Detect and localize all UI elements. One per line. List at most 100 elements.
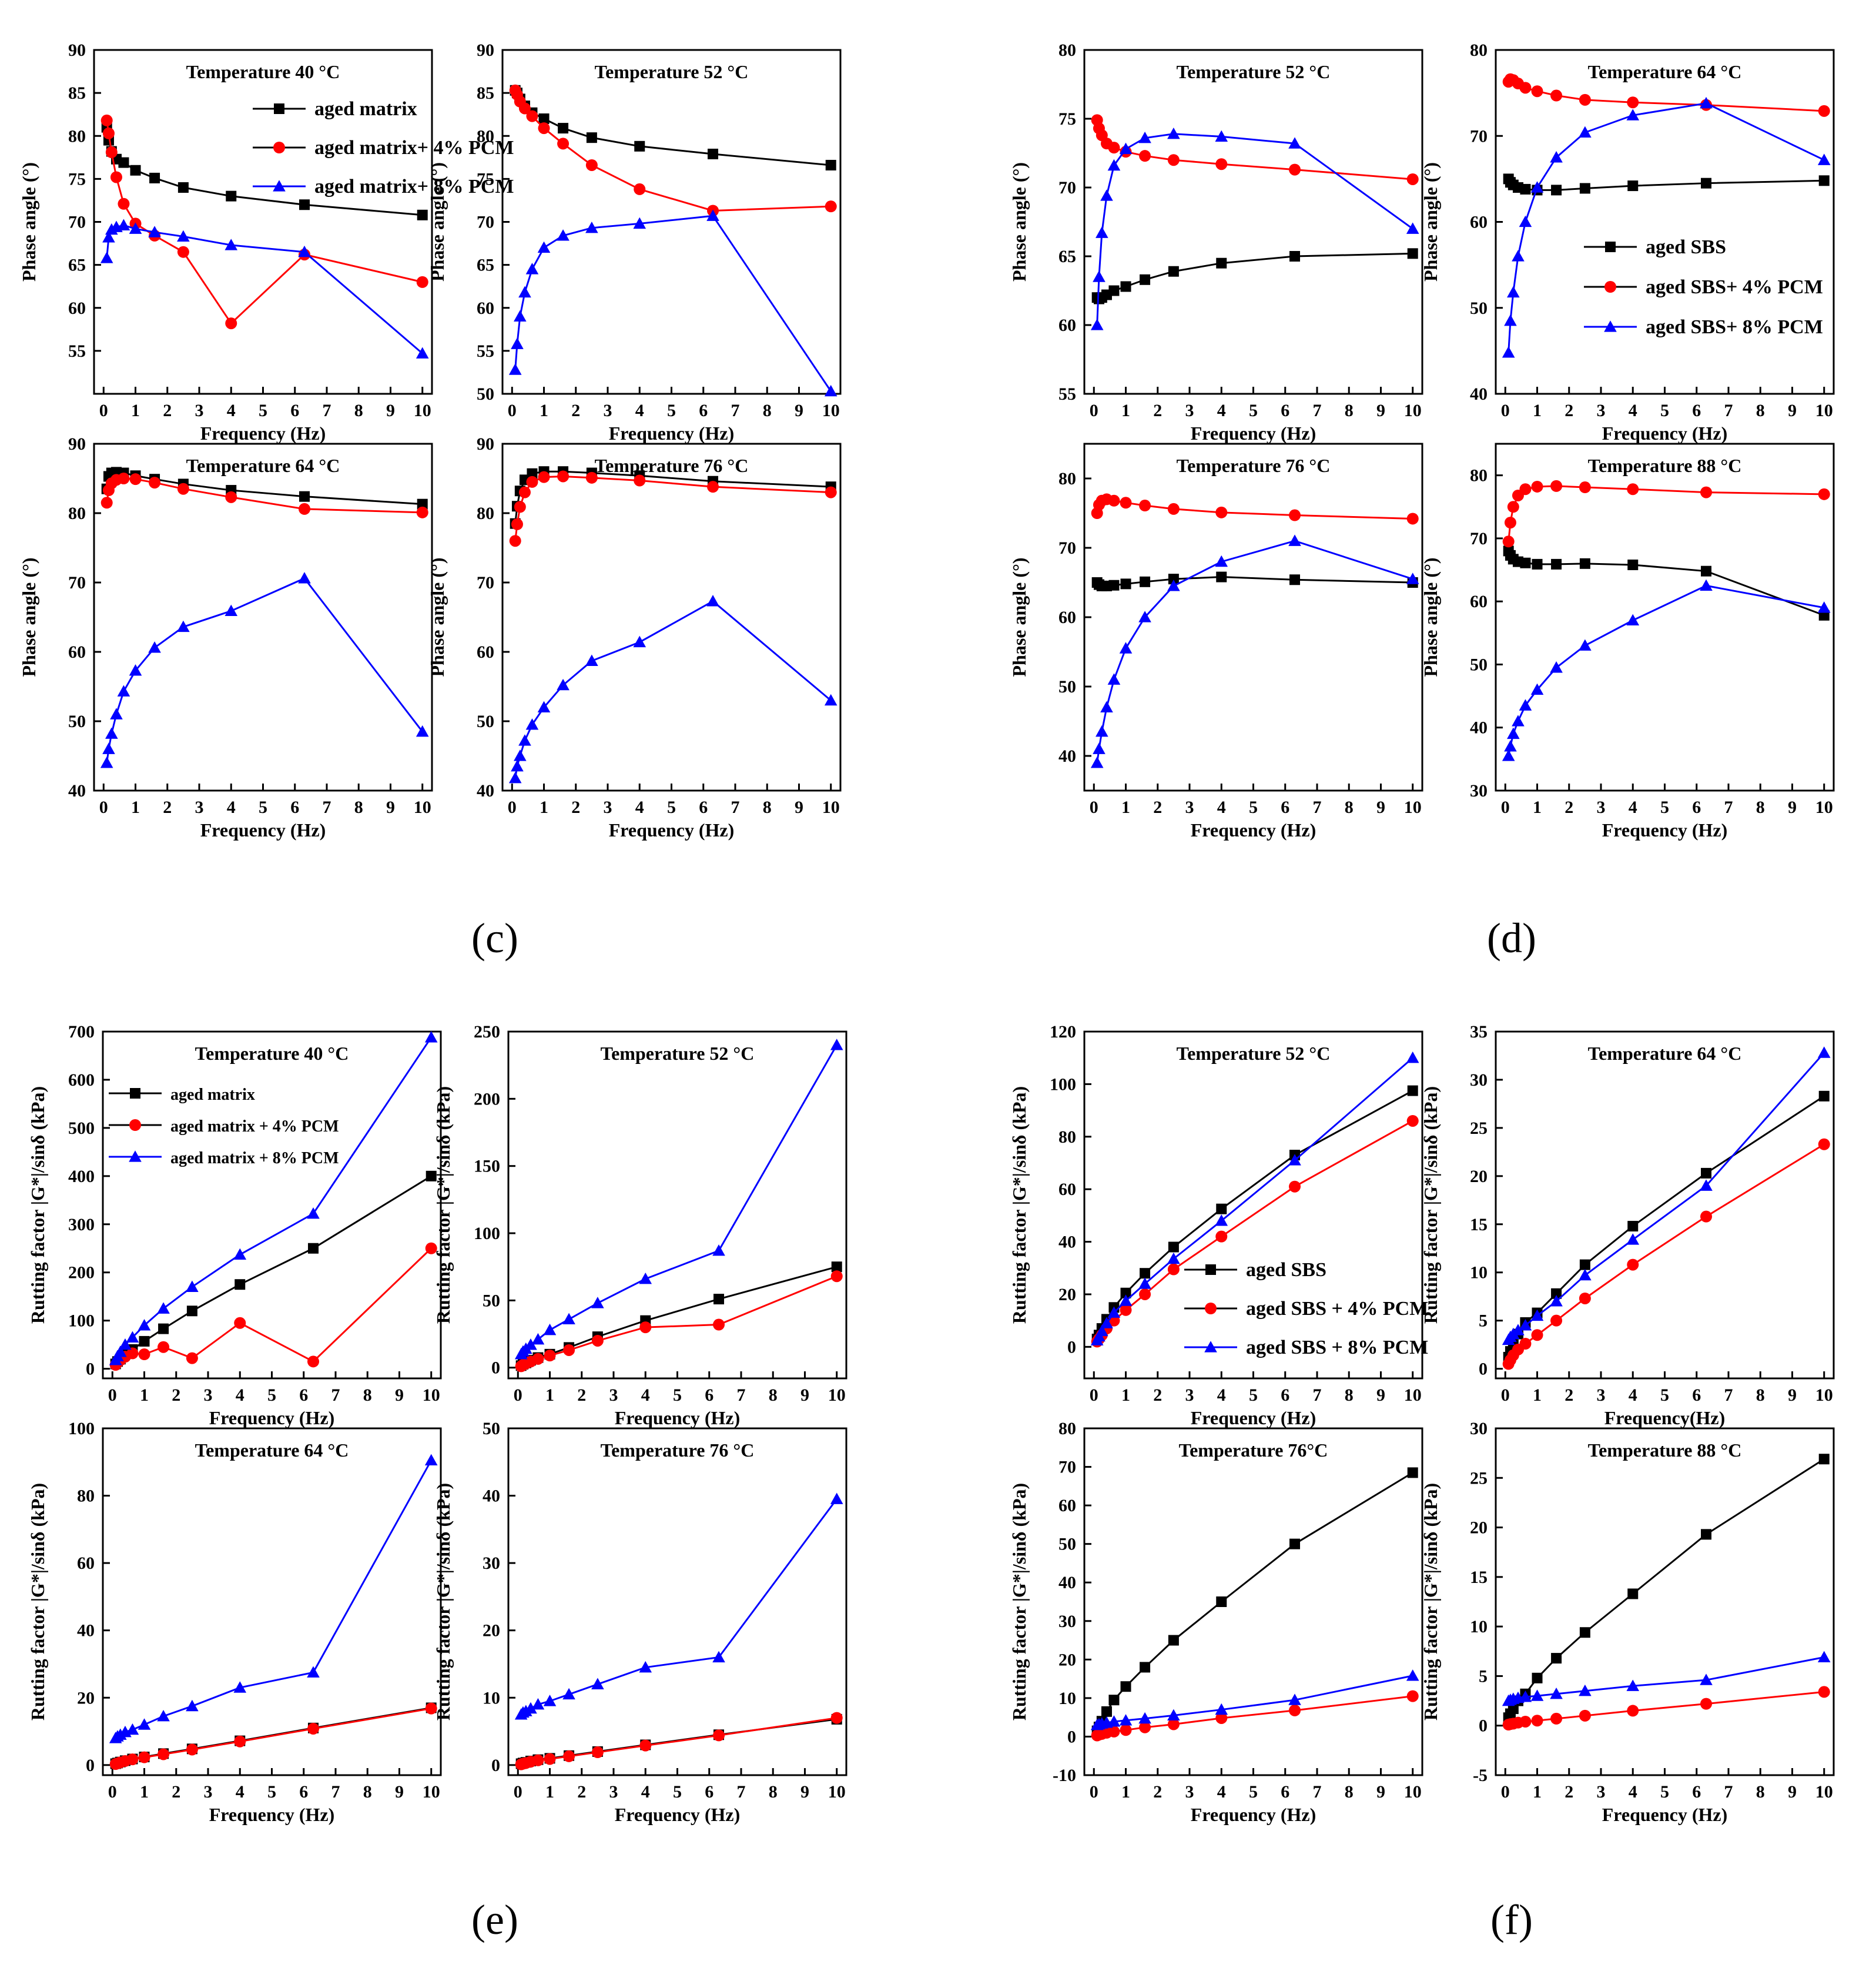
data-point-black bbox=[1520, 183, 1531, 195]
x-tick-label: 5 bbox=[667, 401, 676, 420]
chart-e1: 0 1 2 3 4 5 6 7 8 9 100100200300400500600700Freque… bbox=[27, 1022, 442, 1428]
data-point-red bbox=[1531, 480, 1543, 493]
data-point-blue bbox=[1507, 727, 1520, 739]
data-point-blue bbox=[1530, 683, 1544, 695]
data-point-red bbox=[1579, 481, 1591, 494]
y-axis-title: Rutting factor |G*|/sinδ (kPa) bbox=[1009, 1086, 1030, 1324]
data-point-red bbox=[1120, 1304, 1132, 1316]
x-tick-label: 0 bbox=[1501, 401, 1510, 420]
y-tick-label: 70 bbox=[1058, 1458, 1076, 1477]
x-tick-label: 2 bbox=[1565, 798, 1573, 817]
x-tick-label: 9 bbox=[1788, 798, 1797, 817]
x-tick-label: 4 bbox=[1217, 798, 1226, 817]
data-point-red bbox=[509, 535, 521, 547]
data-point-black bbox=[713, 1294, 725, 1305]
series-line-blue bbox=[520, 1045, 838, 1355]
y-tick-label: 60 bbox=[1058, 608, 1076, 627]
data-point-red bbox=[1627, 483, 1639, 496]
plot-frame bbox=[1495, 49, 1835, 395]
x-tick-label: 4 bbox=[236, 1782, 244, 1802]
x-tick-label: 3 bbox=[1597, 1782, 1606, 1802]
y-axis-title: Phase angle (°) bbox=[18, 558, 39, 677]
data-point-blue bbox=[1107, 673, 1121, 685]
y-tick-label: 100 bbox=[474, 1224, 500, 1243]
data-point-red bbox=[1215, 1230, 1228, 1243]
data-point-red bbox=[563, 1750, 575, 1762]
chart-title: Temperature 64 °C bbox=[195, 1440, 349, 1461]
data-point-blue bbox=[1138, 1277, 1151, 1289]
data-point-blue bbox=[1530, 1309, 1544, 1321]
data-point-red bbox=[1818, 105, 1830, 117]
x-tick-label: 9 bbox=[795, 798, 803, 817]
y-tick-label: 75 bbox=[477, 169, 494, 189]
y-tick-label: 35 bbox=[1470, 1022, 1488, 1042]
x-tick-label: 1 bbox=[131, 401, 140, 420]
y-tick-label: 20 bbox=[77, 1688, 95, 1708]
x-tick-label: 3 bbox=[604, 401, 612, 420]
x-tick-label: 8 bbox=[1756, 798, 1765, 817]
y-tick-label: 60 bbox=[1058, 1496, 1076, 1515]
legend-label: aged matrix + 4% PCM bbox=[170, 1117, 339, 1136]
y-tick-label: 120 bbox=[1050, 1022, 1076, 1042]
x-tick-label: 8 bbox=[763, 798, 772, 817]
data-point-red bbox=[634, 474, 646, 487]
x-axis-title: Frequency (Hz) bbox=[615, 1804, 741, 1825]
x-tick-label: 1 bbox=[540, 401, 548, 420]
y-tick-label: 50 bbox=[68, 712, 86, 731]
data-point-blue bbox=[1090, 756, 1104, 768]
legend-label: aged SBS bbox=[1646, 236, 1726, 258]
data-point-red bbox=[639, 1321, 652, 1334]
data-point-blue bbox=[100, 252, 113, 263]
data-point-red bbox=[1818, 488, 1830, 500]
data-point-blue bbox=[102, 231, 115, 243]
x-tick-label: 2 bbox=[1565, 1385, 1573, 1405]
x-tick-label: 10 bbox=[822, 798, 840, 817]
data-point-red bbox=[511, 518, 523, 530]
data-point-blue bbox=[307, 1666, 320, 1678]
series-line-black bbox=[1508, 1458, 1825, 1718]
data-point-red bbox=[1215, 158, 1228, 170]
x-tick-label: 5 bbox=[267, 1385, 276, 1405]
data-point-blue bbox=[1550, 1295, 1563, 1307]
data-point-blue bbox=[1100, 701, 1113, 713]
data-point-blue bbox=[148, 226, 161, 237]
x-tick-label: 0 bbox=[1090, 1385, 1098, 1405]
x-tick-label: 10 bbox=[822, 401, 840, 420]
y-tick-label: 600 bbox=[68, 1070, 95, 1090]
chart-title: Temperature 76 °C bbox=[1177, 455, 1331, 476]
data-point-blue bbox=[1406, 222, 1419, 234]
data-point-blue bbox=[1119, 142, 1133, 155]
x-tick-label: 7 bbox=[1312, 1782, 1321, 1802]
data-point-black bbox=[1289, 1538, 1301, 1549]
x-tick-label: 5 bbox=[1249, 1782, 1258, 1802]
data-point-red bbox=[234, 1735, 246, 1748]
data-point-red bbox=[1700, 1698, 1713, 1710]
y-tick-label: 85 bbox=[477, 83, 494, 103]
data-point-black bbox=[130, 165, 141, 176]
y-tick-label: 70 bbox=[68, 213, 86, 232]
x-tick-label: 5 bbox=[667, 798, 676, 817]
data-point-red bbox=[1579, 93, 1591, 106]
x-tick-label: 9 bbox=[795, 401, 803, 420]
data-point-blue bbox=[524, 1338, 537, 1350]
data-point-red bbox=[538, 471, 550, 483]
data-point-black bbox=[1701, 1529, 1712, 1540]
y-tick-label: 40 bbox=[477, 781, 494, 801]
y-tick-label: 40 bbox=[1470, 384, 1488, 404]
data-point-blue bbox=[114, 1345, 127, 1357]
y-tick-label: 60 bbox=[1058, 316, 1076, 335]
chart-title: Temperature 52 °C bbox=[595, 61, 749, 82]
data-point-red bbox=[563, 1344, 575, 1356]
data-point-blue bbox=[1519, 1319, 1532, 1331]
data-point-red bbox=[149, 477, 161, 489]
data-point-black bbox=[1140, 274, 1151, 285]
data-point-blue bbox=[1817, 601, 1831, 613]
data-point-blue bbox=[298, 245, 311, 257]
x-tick-label: 1 bbox=[1121, 798, 1130, 817]
data-point-blue bbox=[508, 771, 522, 784]
x-tick-label: 6 bbox=[1281, 1385, 1289, 1405]
x-tick-label: 6 bbox=[1692, 1782, 1701, 1802]
data-point-blue bbox=[514, 749, 527, 761]
